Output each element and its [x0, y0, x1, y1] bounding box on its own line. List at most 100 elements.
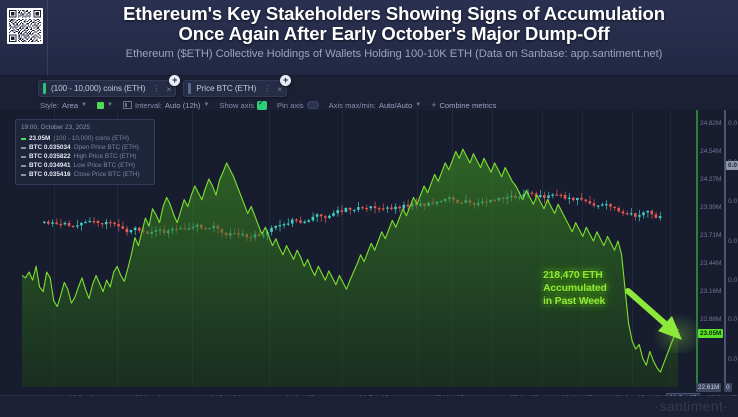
- candle-body: [324, 216, 327, 218]
- candle-body: [402, 204, 406, 209]
- legend-value: BTC 0.035822: [29, 152, 71, 160]
- title-line-1: Ethereum's Key Stakeholders Showing Sign…: [123, 3, 665, 24]
- chevron-down-icon: ▼: [81, 102, 87, 108]
- candle-wick: [60, 218, 62, 229]
- candle-body: [319, 214, 323, 217]
- y-axis-supply[interactable]: 24.82M 24.54M 24.27M 23.99M 23.71M 23.44M 23.1…: [694, 110, 724, 395]
- candle-body: [361, 207, 364, 209]
- candle-body: [274, 226, 277, 228]
- combine-metrics-label: Combine metrics: [439, 100, 497, 110]
- header: Ethereum's Key Stakeholders Showing Sign…: [0, 0, 738, 76]
- add-metric-icon[interactable]: +: [169, 75, 181, 86]
- plus-icon: +: [431, 100, 437, 110]
- y-tick-label: 23.44M: [700, 260, 722, 268]
- candle-wick: [300, 216, 302, 225]
- metric-chip-price-btc[interactable]: Price BTC (ETH) ⋮ × +: [183, 75, 292, 97]
- y-tick-label: 24.54M: [700, 147, 722, 155]
- candle-body: [295, 219, 298, 221]
- candle-wick: [614, 206, 616, 211]
- candle-wick: [378, 206, 380, 213]
- candle-wick: [122, 221, 124, 230]
- candle-body: [117, 224, 120, 227]
- gridline: [117, 110, 118, 387]
- candle-wick: [382, 203, 384, 212]
- candle-body: [71, 225, 75, 227]
- legend-row: BTC 0.035822 High Price BTC (ETH): [21, 153, 149, 161]
- candle-body: [551, 194, 554, 196]
- candle-body: [642, 212, 645, 216]
- candle-wick: [287, 218, 289, 226]
- candle-wick: [93, 217, 95, 225]
- axis-separator: [0, 395, 738, 396]
- candle-body: [55, 222, 58, 224]
- candle-body: [522, 194, 525, 197]
- show-axis-toggle[interactable]: Show axis: [219, 99, 268, 110]
- y-tick-label: 23.99M: [700, 203, 722, 211]
- candle-wick: [110, 219, 111, 228]
- candle-body: [80, 222, 83, 226]
- chart-canvas[interactable]: ·santiment· santiment: [0, 110, 738, 395]
- chevron-down-icon: ▼: [415, 102, 422, 108]
- color-selector[interactable]: ▼: [97, 101, 113, 109]
- style-selector[interactable]: Style: Area ▼: [40, 101, 87, 110]
- candle-body: [605, 204, 608, 206]
- candle-body: [51, 222, 54, 224]
- footer: ·santiment·: [0, 396, 738, 417]
- candle-body: [658, 216, 662, 218]
- gridline: [54, 110, 55, 387]
- metric-menu-icon[interactable]: ⋮: [152, 84, 161, 93]
- candle-body: [47, 221, 50, 224]
- y-tick-label: 23.71M: [700, 232, 722, 240]
- candle-body: [567, 197, 571, 199]
- close-icon[interactable]: ×: [166, 83, 172, 94]
- legend-row: BTC 0.035416 Close Price BTC (ETH): [21, 171, 149, 179]
- style-value: Area: [62, 100, 79, 110]
- candle-body: [278, 225, 282, 227]
- combine-metrics-button[interactable]: + Combine metrics: [431, 100, 496, 110]
- candle-body: [563, 195, 567, 199]
- candle-body: [538, 195, 542, 197]
- candle-body: [584, 199, 587, 202]
- chevron-down-icon: ▼: [107, 102, 113, 108]
- candle-body: [42, 221, 46, 223]
- y-tick-label: 24.27M: [700, 175, 722, 183]
- candle-wick: [577, 197, 578, 206]
- candle-body: [406, 204, 410, 207]
- candle-body: [530, 192, 534, 194]
- qr-code[interactable]: [7, 8, 43, 44]
- candle-wick: [387, 205, 388, 213]
- qr-code-container[interactable]: [6, 5, 44, 47]
- legend-color-dash: [21, 138, 26, 140]
- legend-series-name: Low Price BTC (ETH): [73, 161, 136, 169]
- checkbox-checked-icon[interactable]: [257, 99, 268, 110]
- candle-wick: [56, 218, 58, 226]
- y-axis-btc-price[interactable]: 0.00.00.00.00.00.00.00.00: [722, 110, 738, 395]
- legend-color-dash: [21, 174, 26, 176]
- page-subtitle: Ethereum ($ETH) Collective Holdings of W…: [125, 48, 663, 60]
- add-metric-icon[interactable]: +: [280, 75, 292, 86]
- axis-minmax-selector[interactable]: Axis max/min: Auto/Auto ▼: [329, 101, 422, 110]
- metric-chip-eth-supply[interactable]: (100 - 10,000) coins (ETH) ⋮ × +: [38, 75, 181, 97]
- pin-axis-toggle[interactable]: Pin axis: [277, 101, 319, 110]
- candle-body: [357, 207, 360, 210]
- candle-body: [621, 211, 625, 214]
- interval-label: Interval:: [134, 100, 162, 110]
- candle-body: [129, 229, 133, 233]
- candle-body: [133, 227, 137, 230]
- candle-body: [592, 203, 596, 206]
- candle-wick: [556, 189, 558, 196]
- interval-selector[interactable]: Interval: Auto (12h) ▼: [122, 100, 209, 110]
- close-icon[interactable]: ×: [277, 83, 283, 94]
- legend-value: BTC 0.035034: [29, 143, 71, 151]
- metric-menu-icon[interactable]: ⋮: [263, 84, 272, 93]
- candle-body: [377, 208, 381, 210]
- candle-body: [76, 225, 79, 227]
- y-tick-label: 0.0: [728, 237, 738, 245]
- toggle-off-icon[interactable]: [306, 101, 319, 109]
- candle-body: [352, 209, 356, 211]
- candle-wick: [399, 204, 401, 213]
- area-line: [22, 148, 679, 373]
- plot-area[interactable]: [22, 110, 690, 387]
- candle-body: [386, 207, 389, 209]
- candle-body: [59, 223, 62, 226]
